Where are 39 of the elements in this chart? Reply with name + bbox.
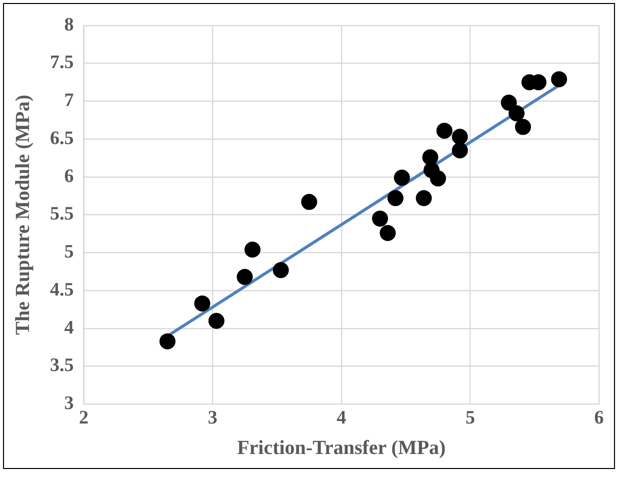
point — [452, 128, 468, 145]
x-tick-label: 3 — [208, 408, 218, 429]
point — [208, 312, 224, 329]
y-tick-label: 5.5 — [50, 204, 74, 225]
y-tick-label: 6 — [64, 166, 74, 187]
point — [416, 190, 432, 206]
point — [301, 194, 318, 210]
y-tick-label: 6.5 — [50, 128, 74, 149]
y-tick-label: 8 — [64, 14, 74, 36]
y-tick-label: 4.5 — [50, 279, 74, 300]
x-tick-label: 4 — [336, 408, 347, 429]
point — [436, 122, 452, 139]
y-tick-label: 7.5 — [50, 52, 74, 74]
y-axis-title: The Rupture Module (MPa) — [12, 94, 34, 335]
y-tick-label: 3.5 — [50, 355, 74, 376]
x-tick-label: 2 — [79, 408, 88, 429]
y-tick-label: 7 — [64, 90, 74, 112]
point — [452, 142, 468, 158]
x-tick-label: 6 — [594, 408, 604, 429]
point — [387, 190, 404, 206]
point — [380, 224, 396, 241]
point — [430, 170, 446, 186]
point — [551, 71, 568, 88]
point — [508, 105, 525, 122]
point — [272, 262, 289, 278]
point — [394, 170, 410, 186]
point — [422, 149, 438, 166]
y-tick-label: 3 — [64, 393, 74, 414]
x-tick-label: 5 — [465, 408, 475, 429]
point — [500, 94, 517, 111]
point — [372, 210, 388, 227]
point — [244, 242, 260, 258]
point — [159, 333, 176, 350]
point — [236, 268, 253, 285]
y-tick-label: 5 — [64, 242, 74, 263]
y-tick-label: 4 — [64, 317, 74, 338]
x-axis-title: Friction-Transfer (MPa) — [237, 437, 446, 460]
point — [515, 118, 531, 135]
point — [194, 295, 210, 312]
